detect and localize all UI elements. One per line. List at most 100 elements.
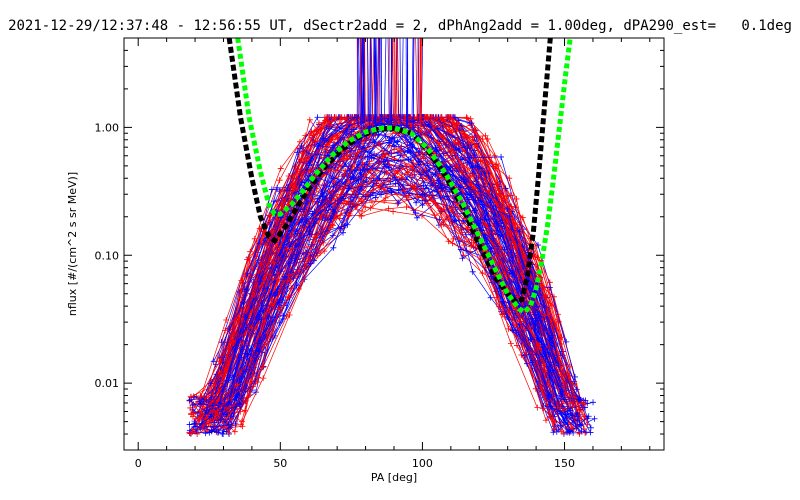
raw-trace-point <box>471 126 478 133</box>
raw-trace-point <box>490 235 497 242</box>
raw-trace-point <box>276 319 283 326</box>
raw-trace-point <box>381 161 388 168</box>
raw-trace-point <box>493 294 500 301</box>
raw-trace-point <box>271 198 278 205</box>
raw-trace-point <box>295 285 302 292</box>
raw-trace-point <box>192 415 199 422</box>
raw-trace-point <box>278 203 285 210</box>
raw-trace-point <box>317 214 324 221</box>
raw-trace-point <box>466 140 473 147</box>
raw-trace-point <box>449 116 456 123</box>
raw-trace-point <box>217 416 224 423</box>
raw-trace-point <box>462 189 469 196</box>
raw-trace-point <box>577 407 584 414</box>
raw-trace-point <box>186 427 193 434</box>
raw-trace-point <box>285 272 292 279</box>
raw-trace-point <box>347 153 354 160</box>
raw-trace-point <box>411 171 418 178</box>
raw-trace-point <box>294 185 301 192</box>
raw-trace-point <box>571 373 578 380</box>
raw-trace-point <box>458 169 465 176</box>
raw-trace-point <box>395 186 402 193</box>
raw-spike <box>375 38 378 118</box>
raw-trace-point <box>248 324 255 331</box>
raw-trace-point <box>556 335 563 342</box>
raw-spike <box>392 38 394 132</box>
raw-trace-point <box>375 140 382 147</box>
x-tick-label: 0 <box>135 457 142 470</box>
raw-trace-point <box>231 428 238 435</box>
raw-trace-point <box>510 238 517 245</box>
fit-curves <box>226 38 573 316</box>
raw-trace-point <box>187 393 194 400</box>
raw-trace-point <box>560 429 567 436</box>
raw-trace-point <box>242 313 249 320</box>
raw-trace-point <box>203 407 210 414</box>
y-tick-label: 0.10 <box>95 249 120 262</box>
raw-trace-point <box>464 224 471 231</box>
raw-trace-point <box>362 204 369 211</box>
raw-trace-point <box>554 404 561 411</box>
raw-trace-point <box>334 197 341 204</box>
raw-trace-point <box>332 214 339 221</box>
y-axis-label: nflux [#/(cm^2 s sr MeV)] <box>66 172 79 316</box>
raw-trace-point <box>356 212 363 219</box>
raw-trace-point <box>407 136 414 143</box>
raw-trace-point <box>582 429 589 436</box>
raw-trace-point <box>477 216 484 223</box>
raw-trace-point <box>357 154 364 161</box>
raw-trace-point <box>536 342 543 349</box>
raw-trace-point <box>491 152 498 159</box>
x-axis-label: PA [deg] <box>371 471 417 484</box>
raw-trace-point <box>287 278 294 285</box>
raw-trace-point <box>519 214 526 221</box>
raw-trace-point <box>284 246 291 253</box>
raw-trace-point <box>256 348 263 355</box>
raw-trace-point <box>234 382 241 389</box>
raw-trace-point <box>247 248 254 255</box>
raw-trace-point <box>576 430 583 437</box>
raw-trace-point <box>275 255 282 262</box>
raw-trace-point <box>580 399 587 406</box>
raw-trace-point <box>214 407 221 414</box>
raw-trace-point <box>583 429 590 436</box>
raw-trace-point <box>237 421 244 428</box>
raw-trace-point <box>591 415 598 422</box>
raw-trace-point <box>330 244 337 251</box>
raw-trace-point <box>203 420 210 427</box>
raw-trace-point <box>504 206 511 213</box>
raw-trace-point <box>438 184 445 191</box>
y-tick-label: 1.00 <box>95 121 120 134</box>
raw-trace-point <box>490 230 497 237</box>
raw-trace-point <box>532 318 539 325</box>
raw-trace-point <box>449 204 456 211</box>
raw-trace-point <box>186 421 193 428</box>
raw-trace-point <box>570 429 577 436</box>
raw-trace-point <box>360 181 367 188</box>
raw-trace-point <box>392 180 399 187</box>
raw-trace-point <box>479 201 486 208</box>
raw-trace-point <box>223 405 230 412</box>
fit-curve-black <box>226 38 553 306</box>
raw-trace-point <box>543 417 550 424</box>
fit-curve-green <box>235 38 573 316</box>
raw-trace-point <box>505 325 512 332</box>
raw-trace-point <box>294 166 301 173</box>
raw-trace-point <box>546 279 553 286</box>
chart-title: 2021-12-29/12:37:48 - 12:56:55 UT, dSect… <box>8 18 792 34</box>
raw-trace-point <box>550 429 557 436</box>
raw-trace-point <box>534 404 541 411</box>
raw-spike <box>411 38 414 118</box>
raw-trace-point <box>461 178 468 185</box>
raw-trace-point <box>321 248 328 255</box>
raw-trace-point <box>243 286 250 293</box>
raw-spike <box>401 38 404 119</box>
raw-trace-point <box>350 188 357 195</box>
raw-trace-point <box>419 191 426 198</box>
raw-trace-point <box>363 192 370 199</box>
raw-trace-point <box>521 254 528 261</box>
raw-trace-point <box>390 208 397 215</box>
raw-trace-point <box>590 399 597 406</box>
raw-trace-point <box>478 165 485 172</box>
raw-trace-point <box>311 257 318 264</box>
